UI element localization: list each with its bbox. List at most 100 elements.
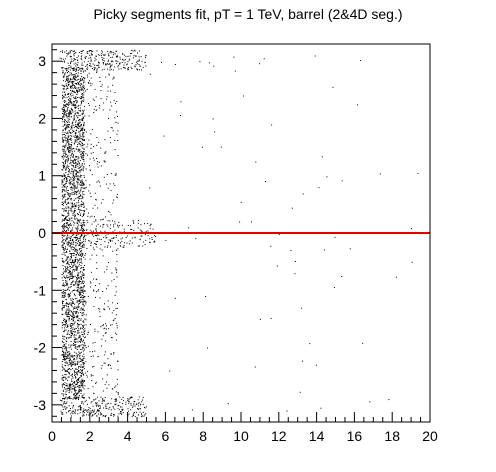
data-point: [63, 230, 65, 231]
data-point: [81, 128, 83, 130]
data-point: [95, 243, 96, 245]
data-point: [65, 145, 67, 147]
data-point: [75, 132, 77, 134]
data-point: [81, 101, 82, 103]
y-tick-label: 0: [38, 225, 46, 241]
data-point: [123, 228, 125, 230]
data-point: [64, 132, 66, 134]
data-point: [67, 282, 68, 284]
data-point: [67, 207, 69, 209]
data-point: [75, 107, 77, 108]
data-point: [78, 318, 80, 320]
data-point: [131, 396, 133, 398]
data-point: [64, 319, 66, 320]
data-point: [64, 184, 66, 186]
data-point: [66, 180, 68, 182]
data-point: [65, 353, 67, 355]
data-point: [65, 374, 67, 376]
data-point: [69, 77, 71, 79]
data-point: [72, 252, 74, 254]
data-point: [87, 143, 89, 145]
data-point: [66, 156, 68, 158]
data-point: [77, 333, 79, 334]
data-point: [65, 346, 67, 348]
x-tick-label: 14: [309, 428, 325, 444]
data-point: [79, 276, 81, 278]
data-point: [109, 51, 111, 53]
data-point: [90, 410, 92, 412]
data-point: [62, 95, 63, 97]
data-point: [85, 303, 87, 305]
data-point: [77, 87, 79, 89]
data-point: [76, 287, 78, 289]
data-point: [84, 128, 86, 130]
data-point: [62, 395, 64, 397]
x-tick-label: 16: [347, 428, 363, 444]
data-point: [94, 68, 96, 70]
data-point: [86, 208, 88, 210]
data-point: [75, 155, 77, 157]
data-point: [62, 190, 63, 192]
data-point: [67, 293, 69, 295]
data-point: [105, 416, 106, 418]
data-point: [110, 240, 111, 242]
data-point: [69, 55, 71, 57]
data-point: [104, 362, 106, 364]
data-point: [100, 396, 102, 398]
data-point: [91, 230, 93, 232]
data-point: [72, 172, 74, 174]
data-point: [68, 173, 70, 175]
data-point: [105, 64, 107, 66]
data-point: [71, 187, 73, 189]
data-point: [78, 207, 79, 209]
data-point: [109, 183, 111, 185]
data-point: [76, 277, 78, 279]
data-point: [75, 121, 76, 123]
data-point: [67, 220, 69, 221]
data-point: [72, 85, 73, 87]
data-point: [107, 50, 109, 52]
data-point: [91, 401, 93, 402]
data-point: [74, 143, 76, 145]
data-point: [64, 102, 66, 103]
data-point: [75, 105, 77, 107]
data-point: [81, 307, 83, 309]
data-point: [115, 50, 117, 52]
data-point: [80, 267, 82, 268]
data-point: [79, 236, 81, 238]
data-point: [68, 306, 69, 308]
data-point: [101, 219, 103, 221]
data-point: [84, 318, 86, 320]
data-point: [77, 324, 79, 326]
data-point: [121, 409, 123, 411]
data-point: [73, 78, 75, 79]
data-point: [144, 62, 146, 64]
data-point: [141, 60, 143, 62]
data-point: [61, 369, 63, 371]
data-point: [69, 183, 71, 185]
data-point: [90, 402, 92, 404]
data-point: [72, 314, 74, 316]
data-point: [83, 144, 85, 146]
data-point: [89, 258, 91, 260]
data-point: [63, 96, 65, 97]
data-point: [82, 373, 84, 375]
data-point: [65, 168, 67, 170]
data-point: [70, 62, 72, 64]
data-point: [77, 331, 79, 333]
data-point: [195, 238, 197, 240]
data-point: [144, 407, 146, 409]
data-point: [65, 394, 67, 396]
data-point: [71, 388, 73, 390]
data-point: [65, 271, 67, 273]
data-point: [64, 149, 66, 151]
data-point: [75, 175, 77, 177]
data-point: [73, 53, 75, 55]
data-point: [66, 383, 68, 385]
data-point: [119, 56, 121, 58]
data-point: [70, 56, 72, 58]
data-point: [68, 372, 70, 373]
data-point: [73, 311, 75, 312]
data-point: [70, 328, 72, 329]
data-point: [65, 305, 67, 307]
